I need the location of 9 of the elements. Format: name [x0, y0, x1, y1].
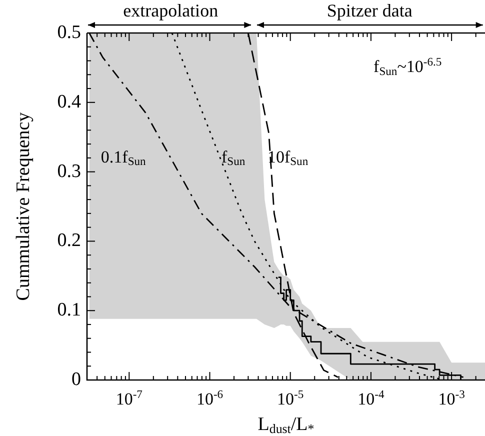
- y-tick-label: 0: [72, 368, 81, 390]
- y-tick-label: 0.2: [57, 230, 81, 252]
- y-tick-label: 0.1: [57, 300, 81, 321]
- y-axis-title: Cummulative Frequency: [12, 112, 34, 301]
- y-tick-label: 0.4: [57, 91, 82, 112]
- text: Spitzer data: [326, 0, 412, 21]
- y-tick-label: 0.5: [57, 22, 81, 43]
- y-tick-label: 0.3: [57, 160, 81, 182]
- text: extrapolation: [123, 0, 218, 21]
